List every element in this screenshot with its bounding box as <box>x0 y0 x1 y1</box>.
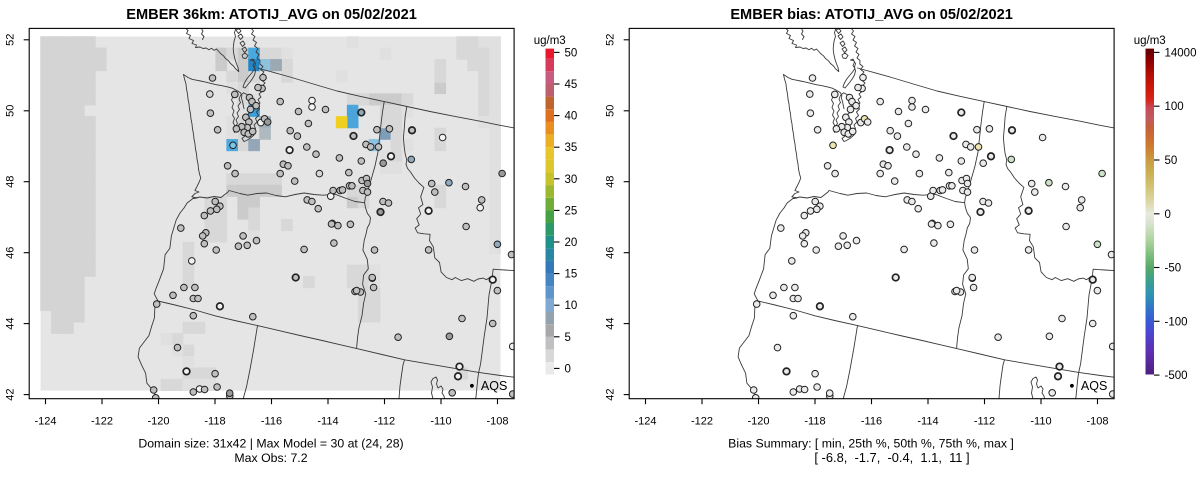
svg-text:EMBER 36km: ATOTIJ_AVG on 05/0: EMBER 36km: ATOTIJ_AVG on 05/02/2021 <box>126 7 417 23</box>
svg-text:-122: -122 <box>91 416 113 428</box>
svg-text:50: 50 <box>1165 155 1178 167</box>
svg-text:-116: -116 <box>861 416 882 428</box>
svg-text:44: 44 <box>604 317 616 329</box>
svg-text:AQS: AQS <box>1081 379 1107 393</box>
svg-text:44: 44 <box>4 317 16 329</box>
svg-text:50: 50 <box>604 105 616 117</box>
svg-text:20: 20 <box>565 237 578 249</box>
svg-text:-108: -108 <box>486 416 508 428</box>
svg-text:5: 5 <box>565 332 571 344</box>
svg-text:-120: -120 <box>147 416 169 428</box>
svg-text:14000: 14000 <box>1165 47 1197 59</box>
svg-text:Bias Summary: [ min, 25th %, 5: Bias Summary: [ min, 25th %, 50th %, 75t… <box>728 437 1014 451</box>
svg-text:ug/m3: ug/m3 <box>1134 35 1166 47</box>
svg-text:-500: -500 <box>1165 370 1188 382</box>
svg-text:52: 52 <box>604 34 616 46</box>
svg-text:48: 48 <box>4 176 16 188</box>
svg-text:52: 52 <box>4 34 16 46</box>
svg-text:46: 46 <box>604 247 616 259</box>
svg-text:100: 100 <box>1165 101 1184 113</box>
svg-text:-50: -50 <box>1165 263 1182 275</box>
svg-text:15: 15 <box>565 269 578 281</box>
svg-text:40: 40 <box>565 111 578 123</box>
svg-text:-124: -124 <box>34 416 56 428</box>
svg-text:-110: -110 <box>430 416 451 428</box>
svg-text:46: 46 <box>4 247 16 259</box>
svg-text:EMBER bias: ATOTIJ_AVG on 05/0: EMBER bias: ATOTIJ_AVG on 05/02/2021 <box>730 7 1013 23</box>
svg-text:-114: -114 <box>317 416 338 428</box>
svg-text:42: 42 <box>4 388 16 400</box>
svg-text:ug/m3: ug/m3 <box>534 35 566 47</box>
svg-text:-108: -108 <box>1086 416 1108 428</box>
svg-text:AQS: AQS <box>481 379 507 393</box>
svg-text:-118: -118 <box>804 416 825 428</box>
svg-text:48: 48 <box>604 176 616 188</box>
svg-text:35: 35 <box>565 142 578 154</box>
svg-text:10: 10 <box>565 300 578 312</box>
svg-text:-112: -112 <box>974 416 995 428</box>
svg-text:-112: -112 <box>374 416 395 428</box>
svg-text:0: 0 <box>1165 209 1171 221</box>
svg-text:45: 45 <box>565 79 578 91</box>
svg-text:-114: -114 <box>917 416 938 428</box>
svg-text:50: 50 <box>4 105 16 117</box>
svg-text:-100: -100 <box>1165 316 1188 328</box>
svg-text:-118: -118 <box>204 416 225 428</box>
svg-text:-110: -110 <box>1030 416 1051 428</box>
svg-text:Max Obs: 7.2: Max Obs: 7.2 <box>234 451 307 465</box>
svg-text:25: 25 <box>565 205 578 217</box>
svg-text:50: 50 <box>565 47 578 59</box>
svg-text:-124: -124 <box>634 416 656 428</box>
svg-text:-116: -116 <box>261 416 282 428</box>
svg-text:42: 42 <box>604 388 616 400</box>
svg-text:0: 0 <box>565 363 571 375</box>
svg-text:Domain size: 31x42 | Max Model: Domain size: 31x42 | Max Model = 30 at (… <box>138 437 403 451</box>
svg-text:-120: -120 <box>747 416 769 428</box>
svg-text:[ -6.8, -1.7, -0.4, 1.1, 1: [ -6.8, -1.7, -0.4, 1.1, 11 ] <box>814 450 969 465</box>
svg-text:30: 30 <box>565 174 578 186</box>
svg-text:-122: -122 <box>691 416 713 428</box>
